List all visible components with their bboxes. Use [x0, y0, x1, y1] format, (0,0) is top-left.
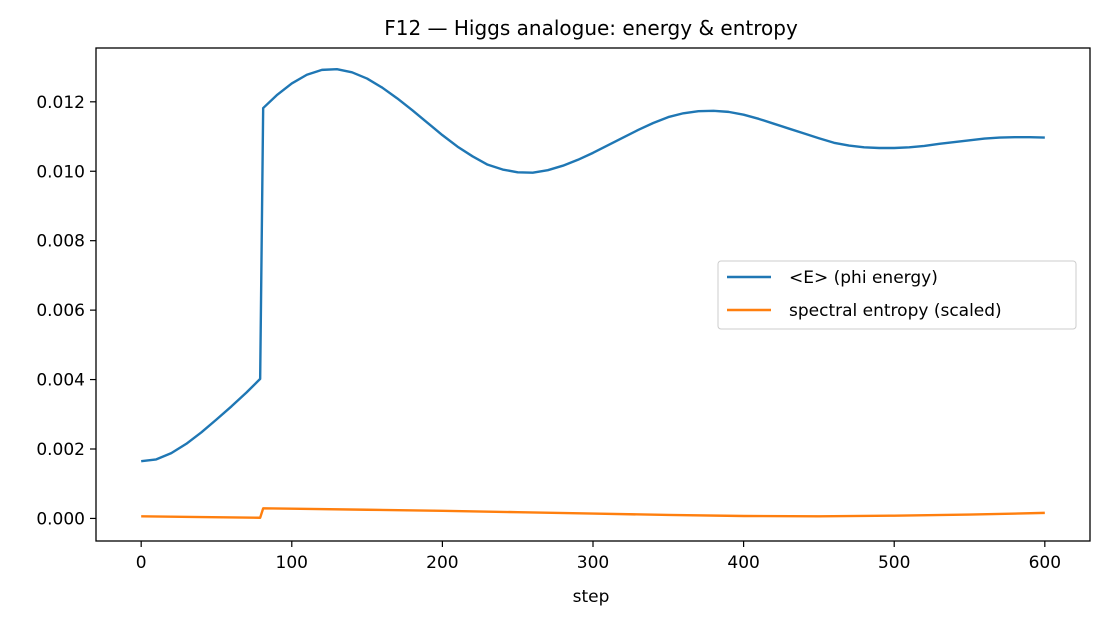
y-tick-label: 0.002 [36, 440, 85, 460]
y-tick-label: 0.012 [36, 93, 85, 113]
x-tick-label: 600 [1029, 553, 1061, 573]
x-tick-label: 0 [136, 553, 147, 573]
series-line-energy [141, 67, 1045, 463]
y-tick-label: 0.000 [36, 509, 85, 529]
series-layer [141, 67, 1045, 519]
y-axis: 0.000 0.002 0.004 0.006 0.008 0.010 0.012 [36, 93, 96, 529]
x-tick-label: 100 [276, 553, 308, 573]
x-tick-label: 400 [727, 553, 759, 573]
y-tick-label: 0.008 [36, 232, 85, 252]
legend-label-energy: <E> (phi energy) [789, 268, 938, 288]
y-tick-label: 0.010 [36, 162, 85, 182]
y-tick-label: 0.006 [36, 301, 85, 321]
x-tick-label: 500 [878, 553, 910, 573]
legend: <E> (phi energy) spectral entropy (scale… [717, 260, 1077, 330]
series-line-entropy [141, 507, 1045, 519]
legend-label-entropy: spectral entropy (scaled) [789, 301, 1002, 321]
x-axis: 0 100 200 300 400 500 600 [136, 541, 1061, 573]
legend-box [717, 260, 1077, 330]
y-tick-label: 0.004 [36, 371, 85, 391]
x-tick-label: 200 [426, 553, 458, 573]
x-tick-label: 300 [577, 553, 609, 573]
x-axis-label: step [573, 587, 610, 607]
chart-title: F12 — Higgs analogue: energy & entropy [384, 16, 798, 40]
